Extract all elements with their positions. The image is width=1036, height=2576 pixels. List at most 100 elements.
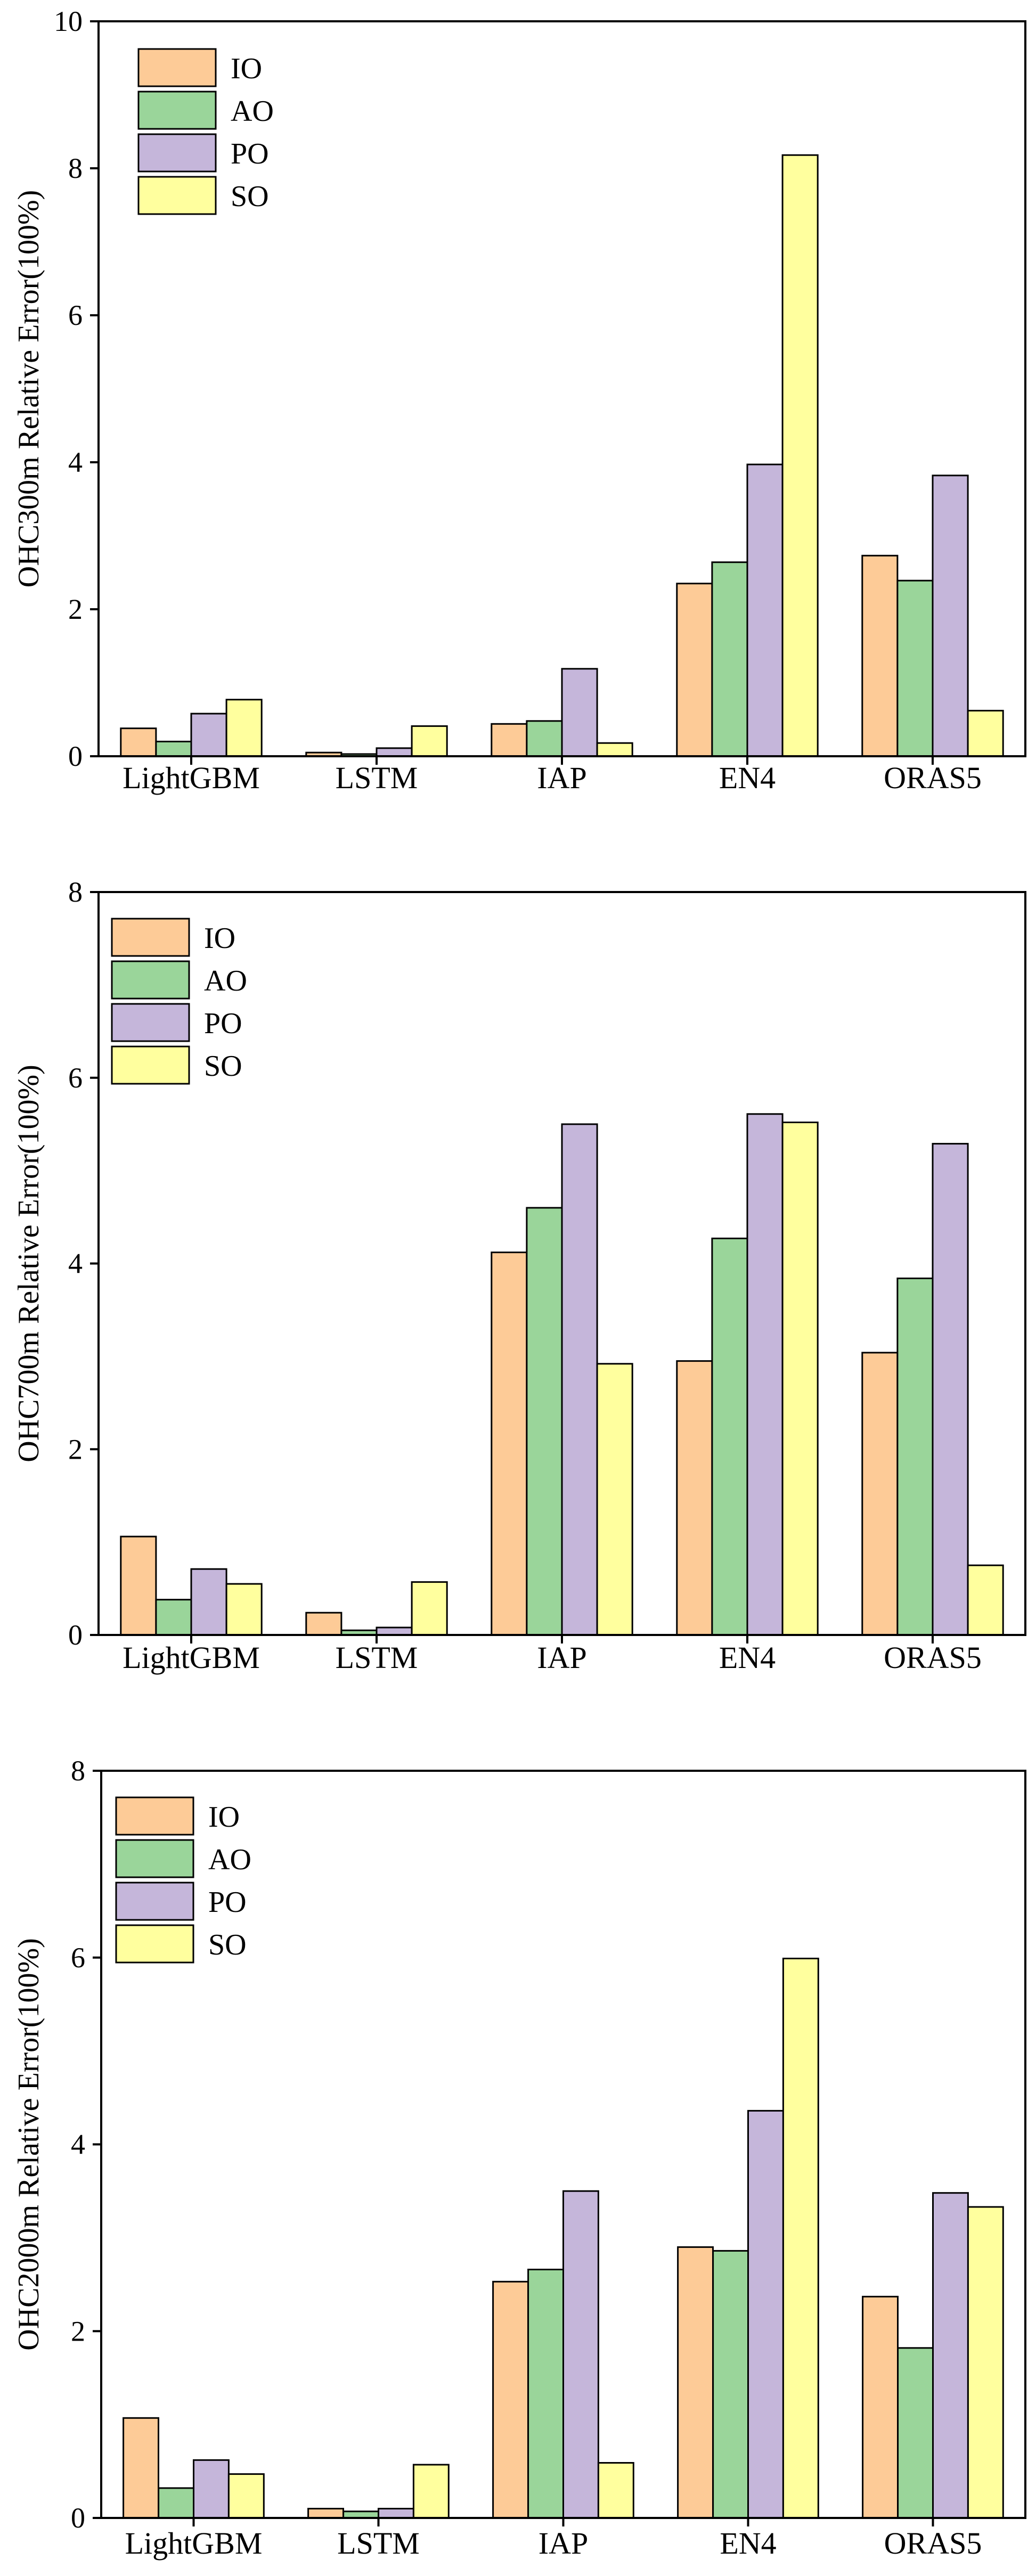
bar-io-lightgbm <box>120 1535 157 1636</box>
legend-swatch-io <box>111 918 190 957</box>
legend-label-so: SO <box>204 1050 242 1083</box>
bar-po-oras5 <box>932 475 969 757</box>
x-tick-label: LSTM <box>337 2526 420 2561</box>
bar-so-lstm <box>411 725 448 757</box>
y-axis: 0 2 4 6 8 <box>71 1755 101 2534</box>
bar-so-lstm <box>411 1581 448 1636</box>
bar-so-en4 <box>781 1122 819 1636</box>
y-tick-label: 4 <box>71 2129 85 2161</box>
bar-so-lstm <box>412 2464 450 2519</box>
legend-label-po: PO <box>204 1007 242 1040</box>
legend-swatch-io <box>115 1796 194 1836</box>
y-axis-title: OHC700m Relative Error(100%) <box>12 1065 45 1462</box>
y-tick-label: 6 <box>68 1062 83 1094</box>
bar-so-en4 <box>781 154 819 757</box>
x-tick-label: EN4 <box>719 760 776 795</box>
legend-label-so: SO <box>231 180 269 213</box>
x-tick-label: EN4 <box>720 2526 776 2561</box>
y-tick-label: 0 <box>68 1619 83 1651</box>
x-tick-label: ORAS5 <box>884 2526 982 2561</box>
y-axis: 0 2 4 6 8 10 <box>54 5 99 772</box>
bar-ao-oras5 <box>896 1277 934 1636</box>
y-tick-label: 6 <box>71 1942 85 1974</box>
bar-ao-iap <box>527 2269 564 2519</box>
bar-po-iap <box>561 668 598 757</box>
bar-ao-oras5 <box>896 579 934 757</box>
legend-label-io: IO <box>208 1801 240 1834</box>
bar-io-en4 <box>676 583 713 757</box>
bar-io-oras5 <box>862 2295 899 2519</box>
bar-po-lightgbm <box>190 1568 227 1636</box>
bar-po-lightgbm <box>193 2459 230 2519</box>
x-axis: LightGBM LSTM IAP EN4 ORAS5 <box>125 2518 982 2561</box>
legend-swatch-po <box>137 133 217 173</box>
legend-swatch-ao <box>115 1839 194 1878</box>
bar-io-iap <box>492 2280 529 2519</box>
legend: IO AO PO SO <box>137 48 274 215</box>
legend-swatch-po <box>115 1882 194 1921</box>
y-tick-label: 6 <box>68 299 83 331</box>
bar-po-iap <box>561 1123 598 1636</box>
legend-swatch-io <box>137 48 217 87</box>
y-axis-title: OHC2000m Relative Error(100%) <box>12 1938 45 2350</box>
legend-label-po: PO <box>231 137 269 170</box>
y-tick-label: 0 <box>71 2502 85 2534</box>
y-tick-label: 0 <box>68 740 83 772</box>
bars <box>120 154 1004 757</box>
bar-so-oras5 <box>967 709 1004 757</box>
legend-swatch-ao <box>111 960 190 1000</box>
bar-po-lstm <box>378 2508 414 2519</box>
bar-io-iap <box>491 723 528 757</box>
bar-io-lightgbm <box>123 2417 160 2519</box>
bar-io-en4 <box>676 1360 713 1636</box>
bar-so-lightgbm <box>225 699 263 757</box>
y-axis-title: OHC300m Relative Error(100%) <box>12 190 45 587</box>
legend-label-so: SO <box>208 1928 247 1961</box>
x-tick-label: ORAS5 <box>884 1640 982 1675</box>
bar-po-lstm <box>376 747 413 757</box>
bar-so-lightgbm <box>225 1583 263 1636</box>
chart-ohc2000m: 0 2 4 6 8 LightGBM LSTM IAP EN4 ORAS5 OHC2000m Rel… <box>12 1755 1026 2561</box>
x-tick-label: LSTM <box>336 760 418 795</box>
legend-swatch-so <box>111 1045 190 1085</box>
bar-so-iap <box>596 742 633 757</box>
y-tick-label: 4 <box>68 1248 83 1280</box>
x-tick-label: LSTM <box>336 1640 418 1675</box>
x-tick-label: LightGBM <box>125 2526 263 2561</box>
bars <box>123 1958 1004 2519</box>
bar-so-lightgbm <box>227 2473 265 2519</box>
bar-po-lightgbm <box>190 713 227 757</box>
x-tick-label: LightGBM <box>123 760 260 795</box>
x-tick-label: LightGBM <box>123 1640 260 1675</box>
legend-swatch-ao <box>137 91 217 130</box>
bar-io-lstm <box>307 2508 344 2519</box>
bar-ao-iap <box>526 720 563 757</box>
bar-io-oras5 <box>861 1352 899 1636</box>
y-tick-label: 4 <box>68 446 83 478</box>
legend-label-ao: AO <box>208 1843 251 1876</box>
bar-io-lstm <box>305 1612 342 1636</box>
y-tick-label: 10 <box>54 5 83 37</box>
y-axis: 0 2 4 6 8 <box>68 876 99 1651</box>
bar-ao-lightgbm <box>155 740 192 757</box>
bar-so-iap <box>596 1363 633 1636</box>
chart-ohc300m: 0 2 4 6 8 10 LightGBM LSTM IAP EN4 ORAS5 OHC300m Re… <box>12 5 1026 795</box>
x-tick-label: IAP <box>537 760 586 795</box>
chart-ohc700m: 0 2 4 6 8 LightGBM LSTM IAP EN4 ORAS5 OHC700m Rela… <box>12 876 1026 1675</box>
bar-ao-lightgbm <box>155 1599 192 1636</box>
bar-po-en4 <box>746 463 784 757</box>
bar-ao-oras5 <box>897 2347 934 2519</box>
legend-label-po: PO <box>208 1886 247 1919</box>
x-tick-label: EN4 <box>719 1640 776 1675</box>
bar-io-oras5 <box>861 554 899 757</box>
x-tick-label: ORAS5 <box>884 760 982 795</box>
x-axis: LightGBM LSTM IAP EN4 ORAS5 <box>123 1635 982 1675</box>
x-tick-label: IAP <box>537 1640 586 1675</box>
legend-label-io: IO <box>231 52 262 85</box>
bar-po-lstm <box>376 1626 413 1636</box>
bar-so-oras5 <box>967 2206 1004 2519</box>
x-tick-label: IAP <box>539 2526 588 2561</box>
legend: IO AO PO SO <box>111 918 247 1085</box>
bar-ao-en4 <box>711 561 748 757</box>
